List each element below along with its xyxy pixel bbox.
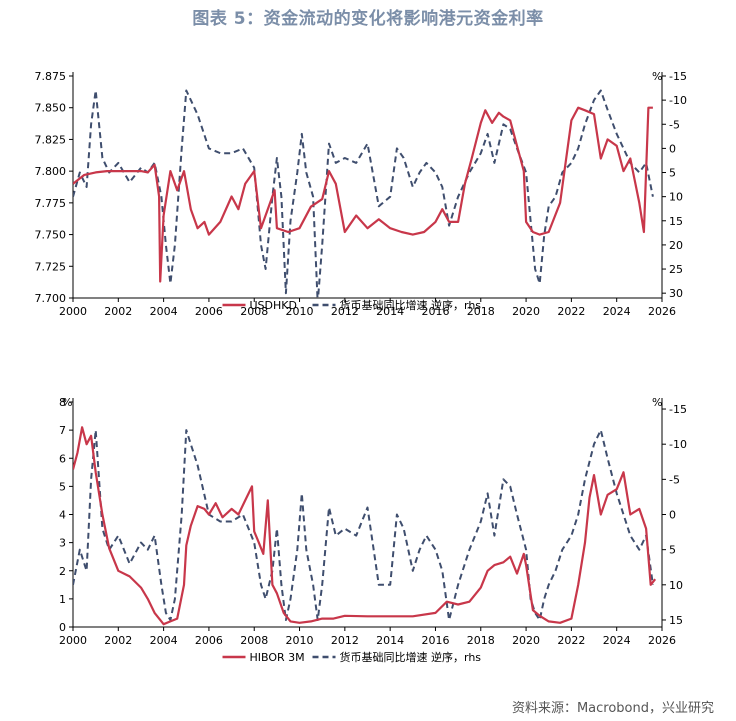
y-left-unit: % [62,396,72,409]
y-left-tick-label: 4 [59,509,66,522]
x-tick-label: 2010 [286,305,314,318]
y-left-tick-label: 1 [59,593,66,606]
y-left-tick-label: 7.825 [35,133,67,146]
y-right-tick-label: 25 [669,263,683,276]
x-tick-label: 2000 [59,634,87,647]
x-tick-label: 2006 [195,305,223,318]
y-left-tick-label: 7.775 [35,197,67,210]
x-tick-label: 2020 [512,305,540,318]
x-tick-label: 2012 [331,634,359,647]
x-tick-label: 2016 [421,634,449,647]
y-right-tick-label: -5 [669,118,680,131]
x-tick-label: 2014 [376,305,404,318]
y-left-tick-label: 5 [59,480,66,493]
chart-hibor: 0 1 2 3 4 5 6 7 8 -15 -10 -5 0 5 10 15 2000 2002 2004 2006 2… [59,396,687,664]
y-right-tick-label: -15 [669,70,687,83]
y-right-tick-label: 5 [669,544,676,557]
y-right-tick-label: 0 [669,509,676,522]
y-left-tick-label: 0 [59,621,66,634]
chart-usdhkd: 7.700 7.725 7.750 7.775 7.800 7.825 7.850 7.875… [35,70,687,318]
y-right-unit: % [652,70,662,83]
legend-label-primary: HIBOR 3M [250,651,305,664]
legend-label-primary: USDHKD [250,299,297,312]
x-tick-label: 2002 [104,305,132,318]
y-left-tick-label: 3 [59,537,66,550]
x-tick-label: 2018 [467,634,495,647]
x-tick-label: 2024 [603,634,631,647]
x-tick-label: 2014 [376,634,404,647]
y-right-tick-label: -10 [669,438,687,451]
x-tick-label: 2006 [195,634,223,647]
y-left-tick-label: 7 [59,424,66,437]
y-right-tick-label: 20 [669,239,683,252]
y-left-tick-label: 7.850 [35,102,67,115]
y-right-tick-label: -15 [669,403,687,416]
y-right-tick-label: 10 [669,579,683,592]
y-right-tick-label: 15 [669,215,683,228]
x-tick-label: 2008 [240,634,268,647]
y-left-tick-label: 7.725 [35,260,67,273]
y-left-tick-label: 7.750 [35,229,67,242]
y-right-tick-label: 5 [669,167,676,180]
x-tick-label: 2018 [467,305,495,318]
x-tick-label: 2002 [104,634,132,647]
x-tick-label: 2004 [150,305,178,318]
series-monetary-base-line [73,89,654,298]
y-right-tick-label: 10 [669,191,683,204]
x-tick-label: 2022 [557,305,585,318]
source-note: 资料来源：Macrobond，兴业研究 [511,701,714,716]
x-tick-label: 2016 [421,305,449,318]
y-right-unit: % [652,396,662,409]
x-tick-label: 2020 [512,634,540,647]
x-tick-label: 2012 [331,305,359,318]
x-tick-label: 2022 [557,634,585,647]
y-right-tick-label: 0 [669,142,676,155]
y-left-tick-label: 7.875 [35,70,67,83]
y-left-tick-label: 7.700 [35,292,67,305]
x-tick-label: 2026 [648,634,676,647]
y-left-tick-label: 7.800 [35,165,67,178]
x-tick-label: 2000 [59,305,87,318]
x-tick-label: 2026 [648,305,676,318]
y-right-tick-label: 15 [669,614,683,627]
x-tick-label: 2008 [240,305,268,318]
y-left-tick-label: 2 [59,565,66,578]
series-primary-line [73,426,657,626]
series-primary-line [73,106,653,283]
y-right-tick-label: 30 [669,287,683,300]
series-monetary-base-line [73,429,654,621]
y-left-tick-label: 8 [59,396,66,409]
y-right-tick-label: -5 [669,473,680,486]
x-tick-label: 2004 [150,634,178,647]
y-left-tick-label: 6 [59,452,66,465]
figure-title: 图表 5：资金流动的变化将影响港元资金利率 [192,9,544,29]
legend-label-secondary: 货币基础同比增速 逆序，rhs [340,298,482,312]
x-tick-label: 2024 [603,305,631,318]
x-tick-label: 2010 [286,634,314,647]
legend-label-secondary: 货币基础同比增速 逆序，rhs [340,650,482,664]
y-right-tick-label: -10 [669,94,687,107]
